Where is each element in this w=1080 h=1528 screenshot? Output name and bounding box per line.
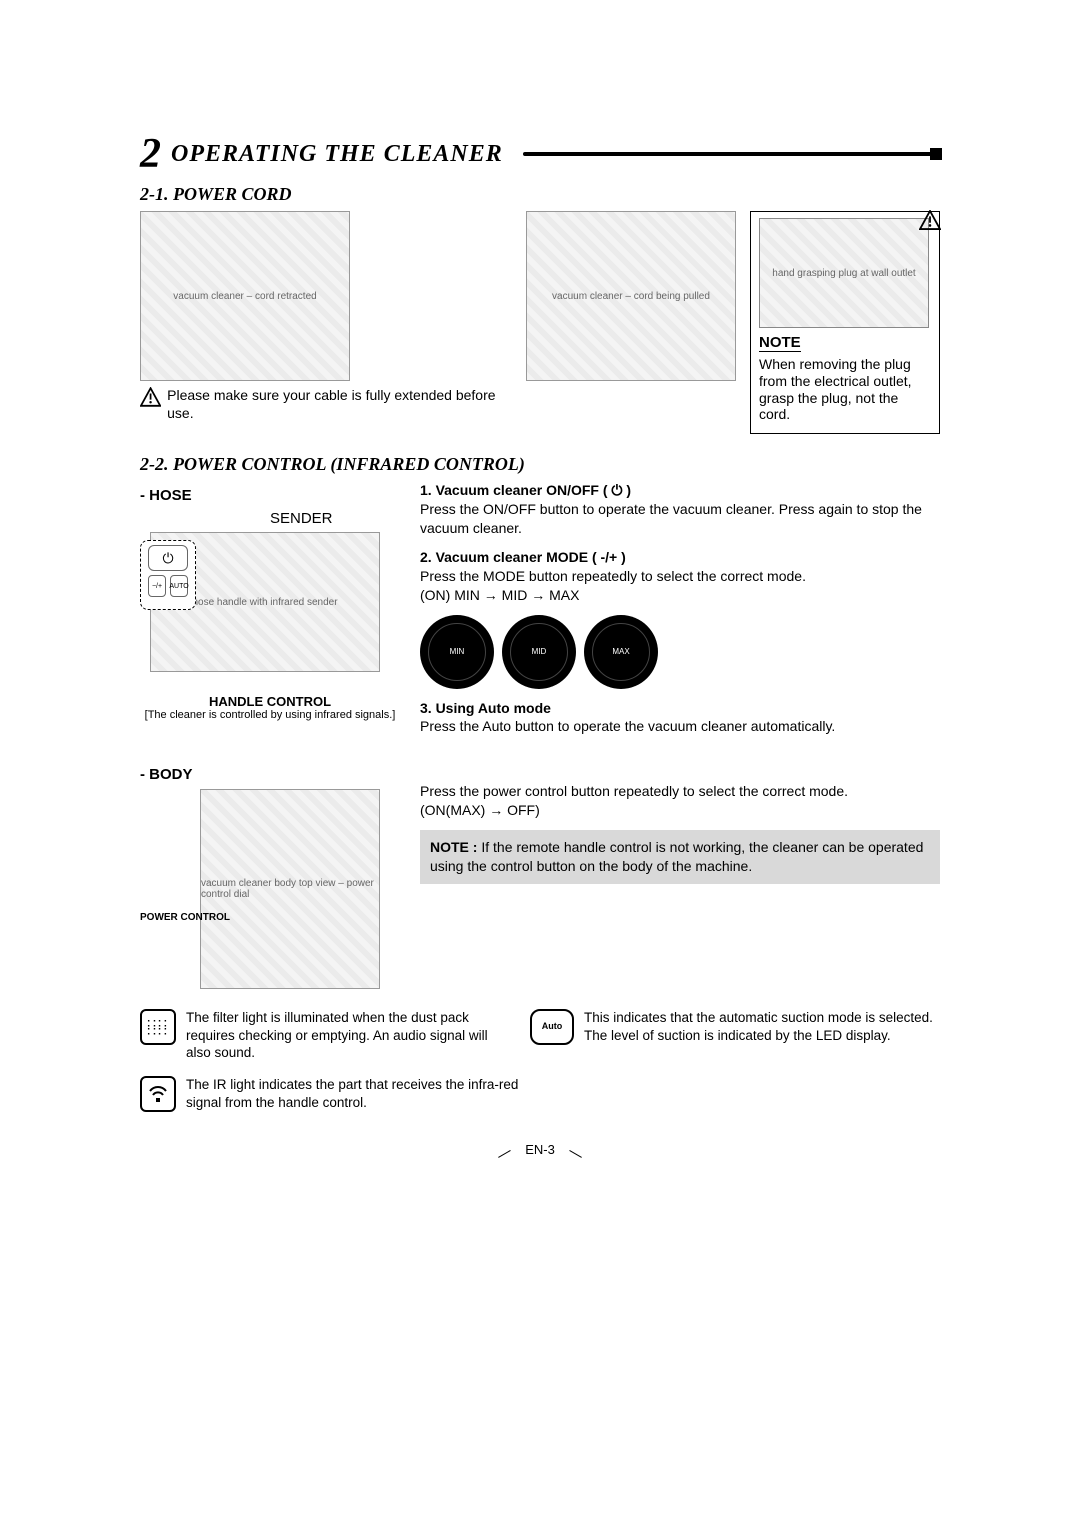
section-2-1-row: vacuum cleaner – cord retracted Please m… bbox=[140, 211, 940, 434]
body-instruction: Press the power control button repeatedl… bbox=[420, 782, 940, 801]
plug-note-text: When removing the plug from the electric… bbox=[759, 356, 931, 423]
chapter-header: 2 OPERATING THE CLEANER bbox=[140, 130, 940, 178]
chapter-rule bbox=[523, 152, 940, 156]
ir-light-text: The IR light indicates the part that rec… bbox=[186, 1076, 540, 1112]
cable-warning: Please make sure your cable is fully ext… bbox=[140, 387, 512, 422]
dial-min: MIN bbox=[420, 615, 494, 689]
filter-light-text: The filter light is illuminated when the… bbox=[186, 1009, 500, 1062]
remote-auto-button: AUTO bbox=[170, 575, 188, 597]
cable-warning-text: Please make sure your cable is fully ext… bbox=[167, 387, 512, 422]
remote-mode-button: −/+ bbox=[148, 575, 166, 597]
ir-icon bbox=[140, 1076, 176, 1112]
hose-heading: - HOSE bbox=[140, 487, 400, 504]
plug-note-box: hand grasping plug at wall outlet NOTE W… bbox=[750, 211, 940, 434]
warning-icon bbox=[919, 210, 941, 230]
instruction-2-seq: (ON) MIN → MID → MAX bbox=[420, 587, 579, 603]
page-number: EN-3 bbox=[510, 1142, 570, 1157]
body-image: vacuum cleaner body top view – power con… bbox=[200, 789, 380, 989]
figure-vacuum-1: vacuum cleaner – cord retracted Please m… bbox=[140, 211, 512, 434]
hose-figure: SENDER hose handle with infrared sender … bbox=[140, 510, 400, 690]
filter-icon: ∷∷∷∷ bbox=[140, 1009, 176, 1045]
instruction-1: 1. Vacuum cleaner ON/OFF ( ⏻ ) Press the… bbox=[420, 481, 940, 538]
dial-max: MAX bbox=[584, 615, 658, 689]
plug-image: hand grasping plug at wall outlet bbox=[759, 218, 929, 328]
section-2-1-title: 2-1. POWER CORD bbox=[140, 184, 940, 205]
power-control-label: POWER CONTROL bbox=[140, 912, 230, 923]
dial-mid: MID bbox=[502, 615, 576, 689]
handle-remote: ⏻ −/+ AUTO bbox=[140, 540, 196, 610]
body-sequence: (ON(MAX) → OFF) bbox=[420, 801, 940, 820]
ir-light-row: The IR light indicates the part that rec… bbox=[140, 1076, 540, 1112]
chapter-title: OPERATING THE CLEANER bbox=[171, 141, 503, 168]
sender-label: SENDER bbox=[270, 510, 333, 527]
handle-control-heading: HANDLE CONTROL bbox=[140, 694, 400, 709]
auto-mode-text: This indicates that the automatic suctio… bbox=[584, 1009, 940, 1062]
body-note-label: NOTE : bbox=[430, 839, 477, 855]
auto-mode-row: Auto This indicates that the automatic s… bbox=[530, 1009, 940, 1062]
vacuum-image-1: vacuum cleaner – cord retracted bbox=[140, 211, 350, 381]
mode-dials: MIN MID MAX bbox=[420, 615, 940, 689]
note-heading: NOTE bbox=[759, 334, 801, 352]
vacuum-image-2: vacuum cleaner – cord being pulled bbox=[526, 211, 736, 381]
body-heading: - BODY bbox=[140, 766, 400, 783]
instruction-2-head: 2. Vacuum cleaner MODE ( -/+ ) bbox=[420, 549, 626, 565]
instruction-3-head: 3. Using Auto mode bbox=[420, 700, 551, 716]
figure-vacuum-2: vacuum cleaner – cord being pulled bbox=[526, 211, 736, 434]
instruction-1-body: Press the ON/OFF button to operate the v… bbox=[420, 501, 922, 536]
handle-control-sub: [The cleaner is controlled by using infr… bbox=[140, 709, 400, 722]
filter-light-row: ∷∷∷∷ The filter light is illuminated whe… bbox=[140, 1009, 500, 1062]
remote-power-icon: ⏻ bbox=[148, 545, 188, 571]
instruction-2-body: Press the MODE button repeatedly to sele… bbox=[420, 568, 806, 584]
chapter-number: 2 bbox=[140, 130, 161, 178]
auto-icon: Auto bbox=[530, 1009, 574, 1045]
warning-icon bbox=[140, 387, 161, 407]
instruction-2: 2. Vacuum cleaner MODE ( -/+ ) Press the… bbox=[420, 548, 940, 605]
section-2-2-title: 2-2. POWER CONTROL (INFRARED CONTROL) bbox=[140, 454, 940, 475]
instruction-3: 3. Using Auto mode Press the Auto button… bbox=[420, 699, 940, 737]
body-note-text: If the remote handle control is not work… bbox=[430, 839, 923, 874]
body-note: NOTE : If the remote handle control is n… bbox=[420, 830, 940, 884]
instruction-3-body: Press the Auto button to operate the vac… bbox=[420, 718, 835, 734]
instruction-1-head: 1. Vacuum cleaner ON/OFF ( ⏻ ) bbox=[420, 482, 631, 498]
